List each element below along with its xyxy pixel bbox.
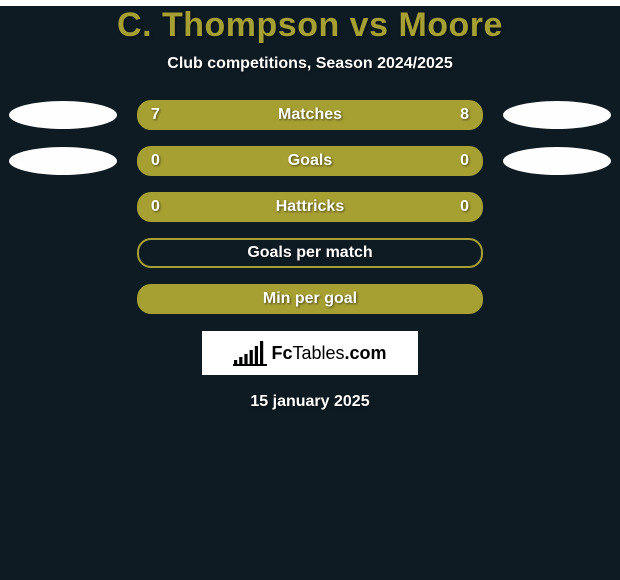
stat-label: Min per goal: [263, 290, 357, 308]
stat-row: Goals per match: [0, 239, 620, 267]
stat-pill: Min per goal: [137, 284, 483, 314]
logo-box: FcTables.com: [202, 331, 418, 375]
logo-com: .com: [345, 343, 387, 363]
stat-row: Hattricks 0 0: [0, 193, 620, 221]
stat-value-left: 7: [139, 102, 172, 128]
logo-fc: Fc: [271, 343, 292, 363]
stat-rows: Matches 7 8 Goals 0 0 Hattricks 0 0 Goals per mat…: [0, 101, 620, 313]
stat-row: Goals 0 0: [0, 147, 620, 175]
stat-label: Goals per match: [247, 244, 372, 262]
stat-pill: Matches 7 8: [137, 100, 483, 130]
page-title: C. Thompson vs Moore: [0, 6, 620, 45]
logo-tables: Tables: [292, 343, 344, 363]
stat-pill: Goals 0 0: [137, 146, 483, 176]
stat-pill: Goals per match: [137, 238, 483, 268]
logo-bars-icon: [233, 340, 267, 366]
logo-text: FcTables.com: [271, 343, 386, 364]
page-subtitle: Club competitions, Season 2024/2025: [0, 55, 620, 73]
stat-pill: Hattricks 0 0: [137, 192, 483, 222]
stat-value-left: 0: [139, 148, 172, 174]
date-stamp: 15 january 2025: [0, 393, 620, 411]
stat-value-right: 8: [448, 102, 481, 128]
stat-label: Hattricks: [276, 198, 344, 216]
stat-value-right: 0: [448, 148, 481, 174]
player-right-ellipse: [503, 101, 611, 129]
player-left-ellipse: [9, 147, 117, 175]
stat-label: Goals: [288, 152, 332, 170]
stat-value-right: 0: [448, 194, 481, 220]
player-right-ellipse: [503, 147, 611, 175]
stat-row: Matches 7 8: [0, 101, 620, 129]
comparison-card: C. Thompson vs Moore Club competitions, …: [0, 6, 620, 580]
stat-label: Matches: [278, 106, 342, 124]
player-left-ellipse: [9, 101, 117, 129]
stat-value-left: 0: [139, 194, 172, 220]
stat-row: Min per goal: [0, 285, 620, 313]
